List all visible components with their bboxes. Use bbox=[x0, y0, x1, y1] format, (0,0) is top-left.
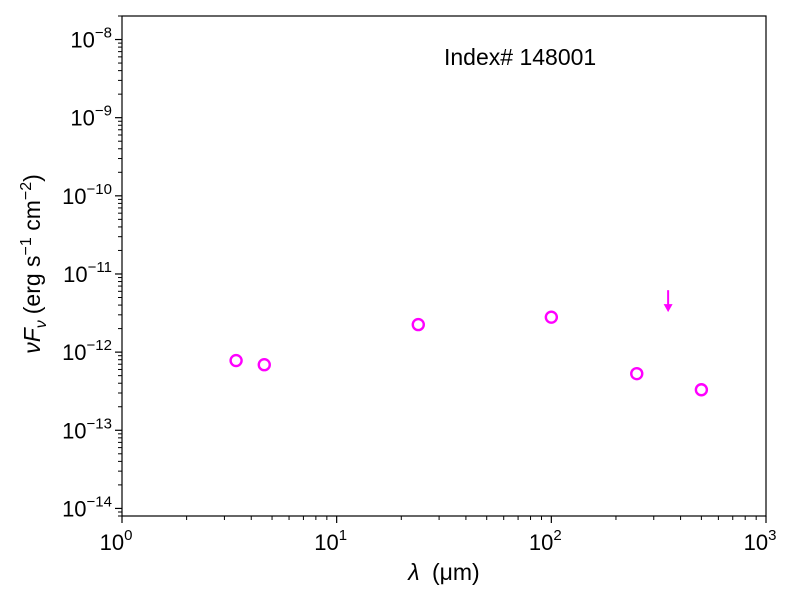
y-tick-exp: −11 bbox=[88, 259, 112, 276]
y-tick-exp: −8 bbox=[95, 25, 112, 42]
x-axis-label: λ (μm) bbox=[406, 559, 479, 585]
chart-annotation: Index# 148001 bbox=[444, 44, 596, 70]
y-axis-unit-mid: cm bbox=[19, 200, 45, 237]
upper-limit-head bbox=[663, 304, 673, 313]
y-tick-label: 10−8 bbox=[70, 25, 112, 53]
x-axis-unit: (μm) bbox=[432, 559, 480, 585]
y-tick-base: 10 bbox=[62, 340, 86, 365]
ticks-layer: 100 101 102 10310−1410−1310−1210−1110−1010−… bbox=[62, 15, 777, 555]
x-tick-exp: 3 bbox=[768, 527, 776, 544]
y-tick-base: 10 bbox=[62, 184, 86, 209]
y-axis-subscript: ν bbox=[33, 320, 50, 328]
y-axis-unit-suffix: ) bbox=[19, 174, 45, 182]
y-tick-base: 10 bbox=[62, 418, 86, 443]
x-axis-symbol: λ bbox=[406, 559, 419, 585]
x-tick-base: 10 bbox=[744, 530, 768, 555]
x-tick-base: 10 bbox=[100, 530, 124, 555]
points-layer bbox=[229, 290, 709, 397]
x-tick-label: 100 bbox=[100, 527, 133, 555]
y-tick-base: 10 bbox=[62, 496, 86, 521]
x-tick-base: 10 bbox=[529, 530, 553, 555]
y-axis-exp1: −1 bbox=[18, 237, 35, 255]
x-tick-exp: 2 bbox=[553, 527, 561, 544]
x-tick-exp: 1 bbox=[339, 527, 347, 544]
plot-frame bbox=[121, 15, 767, 517]
x-tick-base: 10 bbox=[314, 530, 338, 555]
y-tick-label: 10−14 bbox=[62, 493, 112, 521]
y-axis-unit-prefix: (erg s bbox=[19, 255, 45, 314]
y-tick-label: 10−9 bbox=[70, 103, 112, 131]
y-tick-exp: −9 bbox=[95, 103, 112, 120]
x-tick-label: 103 bbox=[744, 527, 777, 555]
y-tick-base: 10 bbox=[70, 106, 94, 131]
y-axis-exp2: −2 bbox=[18, 182, 35, 200]
y-tick-exp: −10 bbox=[87, 181, 112, 198]
y-tick-exp: −12 bbox=[87, 337, 112, 354]
y-tick-exp: −13 bbox=[87, 415, 112, 432]
y-axis-symbol: νF bbox=[19, 326, 45, 354]
y-axis-label: νFν (erg s−1 cm−2) bbox=[18, 174, 50, 354]
data-point bbox=[229, 353, 243, 368]
data-point bbox=[630, 366, 644, 381]
x-tick-label: 101 bbox=[314, 527, 347, 555]
y-tick-base: 10 bbox=[70, 28, 94, 53]
x-tick-label: 102 bbox=[529, 527, 562, 555]
y-tick-exp: −14 bbox=[87, 493, 112, 510]
y-tick-label: 10−12 bbox=[62, 337, 112, 365]
y-tick-label: 10−13 bbox=[62, 415, 112, 443]
data-point bbox=[257, 358, 271, 372]
y-tick-base: 10 bbox=[63, 262, 87, 287]
data-point bbox=[544, 310, 559, 324]
data-point bbox=[411, 317, 425, 332]
data-point bbox=[694, 383, 709, 397]
y-tick-label: 10−10 bbox=[62, 181, 112, 209]
upper-limit-arrow bbox=[663, 290, 673, 313]
x-tick-exp: 0 bbox=[124, 527, 132, 544]
y-tick-label: 10−11 bbox=[63, 259, 112, 287]
